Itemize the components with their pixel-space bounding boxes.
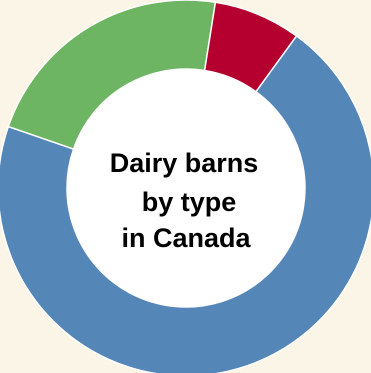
donut-hole — [67, 69, 305, 307]
chart-title-line-2: by type — [142, 187, 237, 217]
chart-title-line-3: in Canada — [121, 223, 251, 253]
chart-title: Dairy barns by type in Canada — [110, 148, 263, 253]
chart-title-line-1: Dairy barns — [110, 148, 259, 178]
